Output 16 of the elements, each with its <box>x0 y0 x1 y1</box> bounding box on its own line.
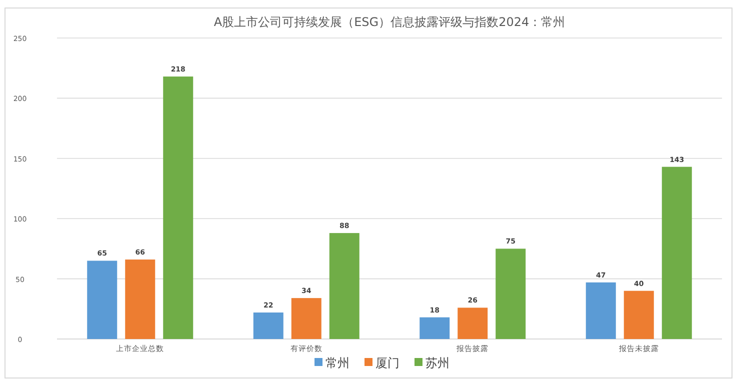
bar <box>458 308 488 339</box>
chart-title: A股上市公司可持续发展（ESG）信息披露评级与指数2024：常州 <box>214 15 566 29</box>
bar <box>329 233 360 339</box>
bar <box>586 282 616 339</box>
bar <box>291 298 322 339</box>
bar <box>420 317 450 339</box>
bar <box>87 260 118 339</box>
bar <box>662 166 692 339</box>
legend-label: 厦门 <box>376 356 400 370</box>
legend-label: 苏州 <box>426 356 450 370</box>
legend-label: 常州 <box>326 356 350 370</box>
bar <box>125 260 156 339</box>
bar <box>496 248 526 339</box>
bar <box>163 76 194 339</box>
bar <box>624 290 654 339</box>
bar <box>253 312 284 339</box>
